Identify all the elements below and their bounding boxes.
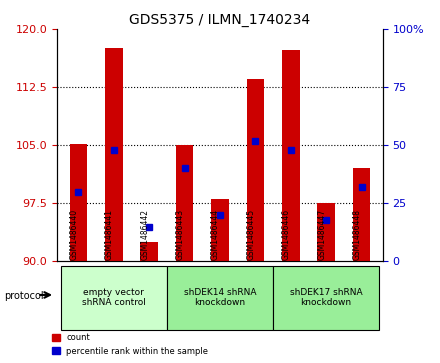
Title: GDS5375 / ILMN_1740234: GDS5375 / ILMN_1740234 bbox=[129, 13, 311, 26]
Text: shDEK14 shRNA
knockdown: shDEK14 shRNA knockdown bbox=[184, 288, 256, 307]
Text: GSM1486445: GSM1486445 bbox=[246, 209, 255, 260]
Text: shDEK17 shRNA
knockdown: shDEK17 shRNA knockdown bbox=[290, 288, 363, 307]
Bar bbox=[353, 168, 370, 261]
Text: empty vector
shRNA control: empty vector shRNA control bbox=[82, 288, 146, 307]
Bar bbox=[176, 145, 194, 261]
Bar bbox=[70, 144, 87, 261]
FancyBboxPatch shape bbox=[273, 266, 379, 330]
FancyBboxPatch shape bbox=[167, 266, 273, 330]
Bar bbox=[282, 50, 300, 261]
Text: GSM1486440: GSM1486440 bbox=[70, 209, 78, 260]
Bar bbox=[105, 48, 123, 261]
Text: GSM1486441: GSM1486441 bbox=[105, 209, 114, 260]
Bar bbox=[246, 79, 264, 261]
Bar bbox=[317, 203, 335, 261]
Text: protocol: protocol bbox=[4, 291, 44, 301]
Text: GSM1486444: GSM1486444 bbox=[211, 209, 220, 260]
Text: GSM1486447: GSM1486447 bbox=[317, 209, 326, 260]
Text: GSM1486448: GSM1486448 bbox=[352, 209, 362, 260]
FancyBboxPatch shape bbox=[61, 266, 167, 330]
Text: GSM1486442: GSM1486442 bbox=[140, 209, 149, 260]
Text: GSM1486443: GSM1486443 bbox=[176, 209, 185, 260]
Bar bbox=[211, 199, 229, 261]
Legend: count, percentile rank within the sample: count, percentile rank within the sample bbox=[48, 330, 212, 359]
Text: GSM1486446: GSM1486446 bbox=[282, 209, 291, 260]
Bar bbox=[140, 242, 158, 261]
